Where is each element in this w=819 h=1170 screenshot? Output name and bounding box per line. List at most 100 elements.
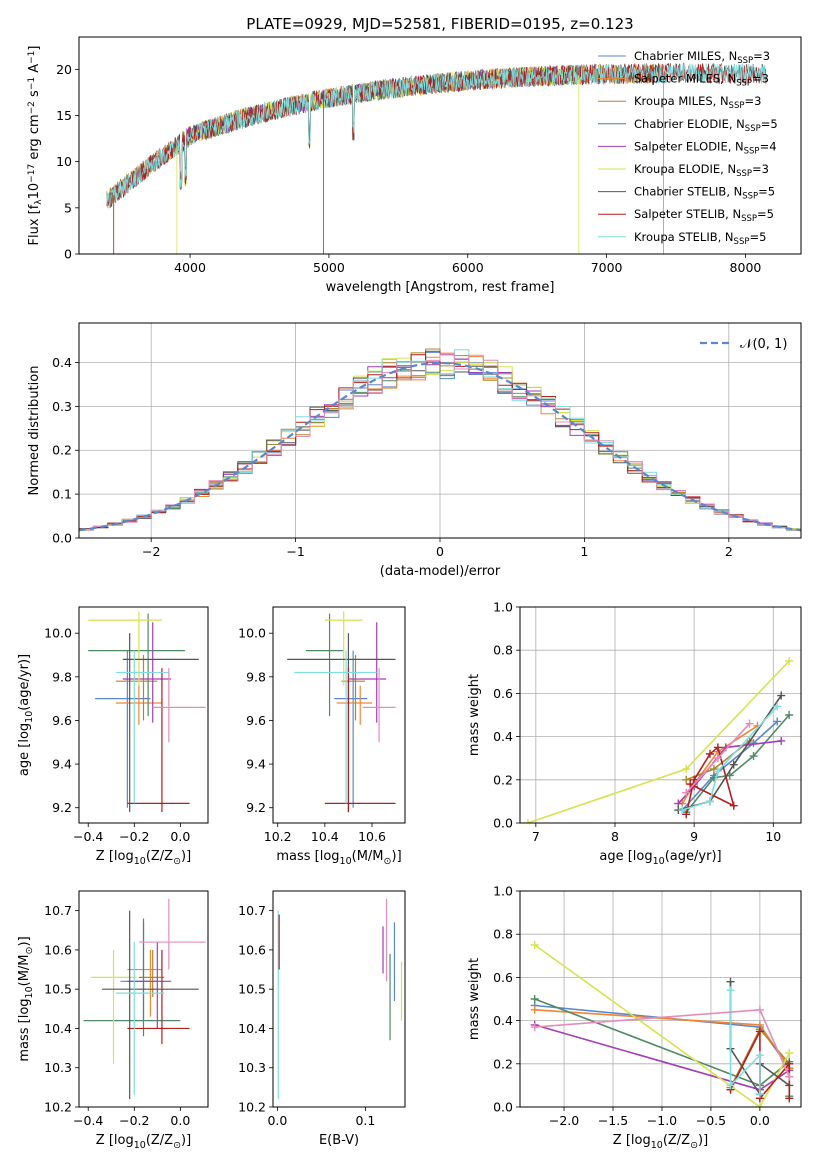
spectrum-ylabel-part-5: −2 [27,101,37,114]
mass-vs-ebv-ytick-label-1: 10.3 [238,1060,266,1075]
legend-entry-text: Kroupa ELODIE, N [634,162,736,176]
mass-vs-z-xlabel: Z [log10(Z/Z⊙)] [96,1133,191,1151]
weight-vs-age-xlabel-part: 10 [653,856,665,867]
mass-vs-ebv-ytick-label-3: 10.5 [238,982,266,997]
weight-vs-z-ylabel: mass weight [467,958,482,1040]
mass-vs-ebv-xlabel: E(B-V) [319,1133,359,1148]
weight-vs-age-marker-0-3 [773,717,782,726]
mass-vs-z-xlabel-part: Z [log [96,1133,134,1148]
age-vs-z-xlabel-part: (Z/Z [146,849,173,864]
weight-vs-z-marker-8-2 [755,1051,764,1060]
weight-vs-age-marker-8-0 [678,806,687,815]
mass-vs-z-xtick-label-1: −0.2 [119,1113,149,1128]
age-vs-mass-xtick-label-0: 10.2 [264,829,292,844]
legend-entry-text: Chabrier ELODIE, N [634,117,745,131]
legend-entry-3: Chabrier ELODIE, NSSP=5 [634,117,778,134]
legend-entry-8: Kroupa STELIB, NSSP=5 [634,230,766,247]
spectrum-xlabel: wavelength [Angstrom, rest frame] [326,280,555,295]
age-vs-z-xlabel-part: )] [181,849,191,864]
age-vs-z-frame [78,606,209,824]
mass-vs-ebv-ytick-label-5: 10.7 [238,903,266,918]
spectrum-frame [78,36,802,255]
age-vs-z-ylabel-part: (age/yr)] [17,654,32,711]
legend-entry-post: =3 [753,49,770,63]
weight-vs-z-ytick-label-3: 0.6 [493,970,513,985]
mass-vs-ebv-ytick-label-0: 10.2 [238,1100,266,1115]
legend-entry-sub: SSP [744,146,760,156]
mass-vs-ebv-panel: 0.0 0.1 10.2 10.3 10.4 10.5 10.6 10.7 E(B-V) [238,890,406,1148]
spectrum-ylabel-part-3: −17 [27,164,37,183]
legend-entry-text: Salpeter MILES, N [634,72,736,86]
weight-vs-age-marker-7-2 [705,749,714,758]
residuals-xtick-label-2: 0 [436,544,444,559]
legend-entry-post: =3 [744,94,761,108]
legend-entry-sub: SSP [742,192,758,202]
age-vs-z-ytick-label-2: 9.6 [52,713,72,728]
weight-vs-z-marker-8-1 [726,1081,735,1090]
weight-vs-z-marker-1-0 [530,1005,539,1014]
spectrum-ylabel-part-1: λ [34,199,44,205]
age-vs-mass-ytick-label-4: 10.0 [238,626,266,641]
legend-entry-post: =5 [749,230,766,244]
weight-vs-z-xtick-label-3: −0.5 [696,1113,726,1128]
weight-vs-age-marker-5-2 [785,657,794,665]
weight-vs-age-ytick-label-4: 0.8 [493,643,513,658]
weight-vs-age-marker-2-0 [682,775,691,784]
legend-entry-text: Kroupa STELIB, N [634,230,734,244]
age-vs-z-ytick-label-1: 9.4 [52,757,72,772]
weight-vs-z-ytick-label-0: 0.0 [493,1100,513,1115]
age-vs-z-plot-area [88,611,206,813]
weight-vs-z-marker-8-0 [726,986,735,995]
age-vs-z-xtick-label-1: −0.2 [119,829,149,844]
legend-entry-post: =3 [752,162,769,176]
weight-vs-age-marker-9-0 [682,788,691,797]
legend-entry-sub: SSP [737,56,753,66]
weight-vs-age-xtick-label-1: 8 [611,829,619,844]
age-vs-z-panel: −0.4 −0.2 0.09.29.49.69.810.0Z [log10(Z/Z⊙… [17,606,209,867]
mass-vs-ebv-frame [272,890,406,1108]
weight-vs-z-series-5 [534,944,791,1107]
legend-entry-sub: SSP [736,169,752,179]
mass-vs-z-ylabel: mass [log10(M/M⊙)] [17,936,35,1061]
spectrum-ylabel-part-2: 10 [27,183,42,200]
mass-vs-z-xtick-label-2: 0.0 [170,1113,190,1128]
mass-vs-z-plot-area [83,898,206,1100]
weight-vs-age-xtick-label-3: 10 [765,829,781,844]
weight-vs-z-marker-7-1 [755,1027,764,1036]
residuals-ytick-label-1: 0.1 [52,487,72,502]
mass-vs-ebv-ytick-label-4: 10.6 [238,942,266,957]
legend-entry-text: Kroupa MILES, N [634,94,729,108]
weight-vs-z-xtick-label-0: −2.0 [549,1113,579,1128]
mass-vs-z-ylabel-part: 10 [24,986,35,998]
weight-vs-z-xlabel-part: Z [log [613,1133,651,1148]
weight-vs-age-series-0 [681,720,778,811]
weight-vs-age-marker-6-3 [777,691,786,700]
spectrum-xtick-label-0: 4000 [174,260,206,275]
weight-vs-z-marker-6-0 [726,977,735,986]
weight-vs-age-xtick-label-2: 9 [690,829,698,844]
age-vs-z-xlabel-part: 10 [134,856,146,867]
mass-vs-z-ylabel-part: mass [log [17,998,32,1061]
age-vs-mass-ytick-label-1: 9.4 [246,757,266,772]
age-vs-mass-ytick-label-3: 9.8 [246,669,266,684]
spectrum-ytick-label-2: 10 [56,154,72,169]
residuals-xtick-label-3: 1 [580,544,588,559]
weight-vs-z-ytick-label-2: 0.4 [493,1013,513,1028]
spectrum-xtick-label-1: 5000 [313,260,345,275]
residuals-xlabel: (data-model)/error [380,564,501,579]
weight-vs-z-series-8 [729,990,761,1094]
weight-vs-z-xtick-label-2: −1.0 [647,1113,677,1128]
weight-vs-age-ytick-label-0: 0.0 [493,816,513,831]
weight-vs-z-xlabel-part: ⊙ [690,1140,698,1151]
weight-vs-z-marker-8-3 [755,1090,764,1099]
legend-entry-sub: SSP [745,124,761,134]
weight-vs-age-marker-8-2 [713,767,722,776]
mass-vs-z-ytick-label-3: 10.5 [44,982,72,997]
spectrum-ytick-label-1: 5 [64,200,72,215]
weight-vs-z-marker-7-4 [785,1094,794,1103]
weight-vs-z-xtick-label-4: 0.0 [750,1113,770,1128]
age-vs-mass-xtick-label-1: 10.4 [311,829,339,844]
weight-vs-z-xlabel-part: 10 [651,1140,663,1151]
age-vs-mass-xlabel-part: ⊙ [384,856,392,867]
legend-entry-5: Kroupa ELODIE, NSSP=3 [634,162,769,179]
